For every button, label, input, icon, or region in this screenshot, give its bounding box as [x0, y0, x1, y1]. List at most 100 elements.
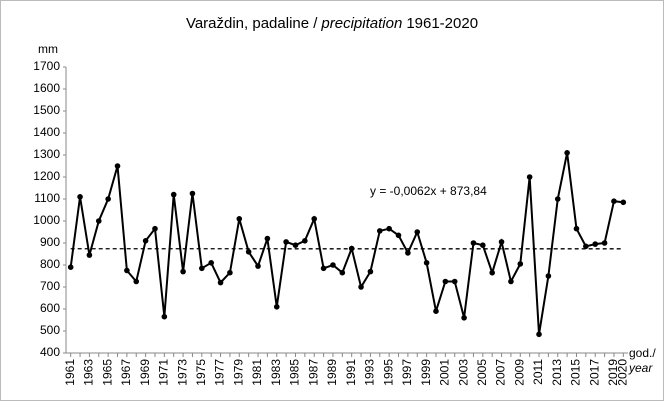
data-point	[96, 218, 102, 224]
x-axis-label: god./	[629, 346, 656, 360]
data-point	[152, 226, 158, 232]
data-point	[133, 279, 139, 285]
data-point	[480, 242, 486, 248]
data-point	[433, 308, 439, 314]
data-point	[321, 266, 327, 272]
x-tick-label: 2015	[569, 359, 583, 386]
y-tick-label: 900	[40, 235, 60, 249]
data-point	[611, 198, 617, 204]
x-tick-label: 2013	[550, 359, 564, 386]
title-part: precipitation	[320, 15, 402, 32]
data-point	[508, 279, 514, 285]
data-point	[68, 264, 74, 270]
data-point	[274, 304, 280, 310]
data-point	[283, 239, 289, 245]
x-tick-label: 1969	[138, 359, 152, 386]
x-tick-label: 1961	[63, 359, 77, 386]
x-tick-label: 1965	[100, 359, 114, 386]
data-point	[546, 273, 552, 279]
data-point	[293, 242, 299, 248]
x-tick-label: 1963	[82, 359, 96, 386]
data-point	[105, 196, 111, 202]
x-tick-label: 2003	[456, 359, 470, 386]
data-point	[255, 263, 261, 269]
data-point	[208, 260, 214, 266]
x-tick-label: 1985	[288, 359, 302, 386]
y-tick-label: 400	[40, 345, 60, 359]
data-point	[358, 284, 364, 290]
x-tick-label: 1999	[419, 359, 433, 386]
x-tick-label: 1997	[400, 359, 414, 386]
y-tick-label: 1400	[33, 125, 60, 139]
data-point	[162, 314, 168, 320]
x-tick-label: 2011	[531, 359, 545, 385]
data-point	[621, 200, 627, 206]
data-point	[340, 270, 346, 276]
data-point	[386, 226, 392, 232]
y-tick-label: 1600	[33, 81, 60, 95]
data-point	[302, 238, 308, 244]
trend-label: y = -0,0062x + 873,84	[370, 184, 487, 198]
data-point	[471, 240, 477, 246]
y-tick-label: 1100	[34, 191, 60, 205]
title-part: Varaždin, padaline /	[186, 15, 318, 32]
data-point	[311, 216, 317, 222]
y-tick-label: 600	[40, 301, 60, 315]
data-point	[592, 241, 598, 247]
x-tick-label: 2009	[512, 359, 526, 386]
data-point	[236, 216, 242, 222]
x-axis-label: year	[628, 361, 653, 375]
x-tick-label: 2005	[475, 359, 489, 386]
x-tick-label: 1973	[175, 359, 189, 386]
y-tick-label: 1300	[33, 147, 60, 161]
x-tick-label: 2017	[587, 359, 601, 386]
y-tick-label: 1000	[33, 213, 60, 227]
data-point	[218, 280, 224, 286]
data-point	[87, 252, 93, 258]
data-point	[199, 266, 205, 272]
x-tick-label: 1983	[269, 359, 283, 386]
x-tick-label: 1979	[231, 359, 245, 386]
data-point	[265, 236, 271, 242]
y-tick-label: 1200	[33, 169, 60, 183]
data-point	[377, 228, 383, 234]
data-point	[564, 150, 570, 156]
data-point	[349, 246, 355, 252]
x-tick-label: 1995	[381, 359, 395, 386]
data-point	[115, 163, 121, 169]
x-tick-label: 1967	[119, 359, 133, 386]
data-point	[405, 250, 411, 256]
x-tick-label: 1977	[213, 359, 227, 386]
data-point	[124, 268, 130, 274]
data-point	[143, 238, 149, 244]
data-point	[583, 244, 589, 250]
data-point	[489, 270, 495, 276]
data-point	[77, 194, 83, 200]
data-point	[190, 191, 196, 197]
x-tick-label: 1989	[325, 359, 339, 386]
data-point	[574, 226, 580, 232]
data-point	[527, 174, 533, 180]
y-tick-label: 800	[40, 257, 60, 271]
data-point	[414, 229, 420, 235]
y-tick-label: 500	[40, 323, 60, 337]
x-tick-label: 1981	[250, 359, 264, 386]
y-tick-label: 1500	[33, 103, 60, 117]
data-point	[602, 240, 608, 246]
data-point	[424, 260, 430, 266]
x-tick-label: 2020	[615, 359, 629, 386]
data-point	[180, 269, 186, 275]
data-point	[536, 332, 542, 338]
x-tick-label: 1975	[194, 359, 208, 386]
data-point	[330, 262, 336, 268]
y-tick-label: 700	[40, 279, 60, 293]
y-tick-label: 1700	[33, 59, 60, 73]
title-part: 1961-2020	[406, 15, 478, 32]
x-tick-label: 2001	[438, 359, 452, 386]
x-tick-label: 1987	[306, 359, 320, 386]
x-tick-label: 1991	[344, 359, 358, 386]
data-point	[246, 249, 252, 255]
